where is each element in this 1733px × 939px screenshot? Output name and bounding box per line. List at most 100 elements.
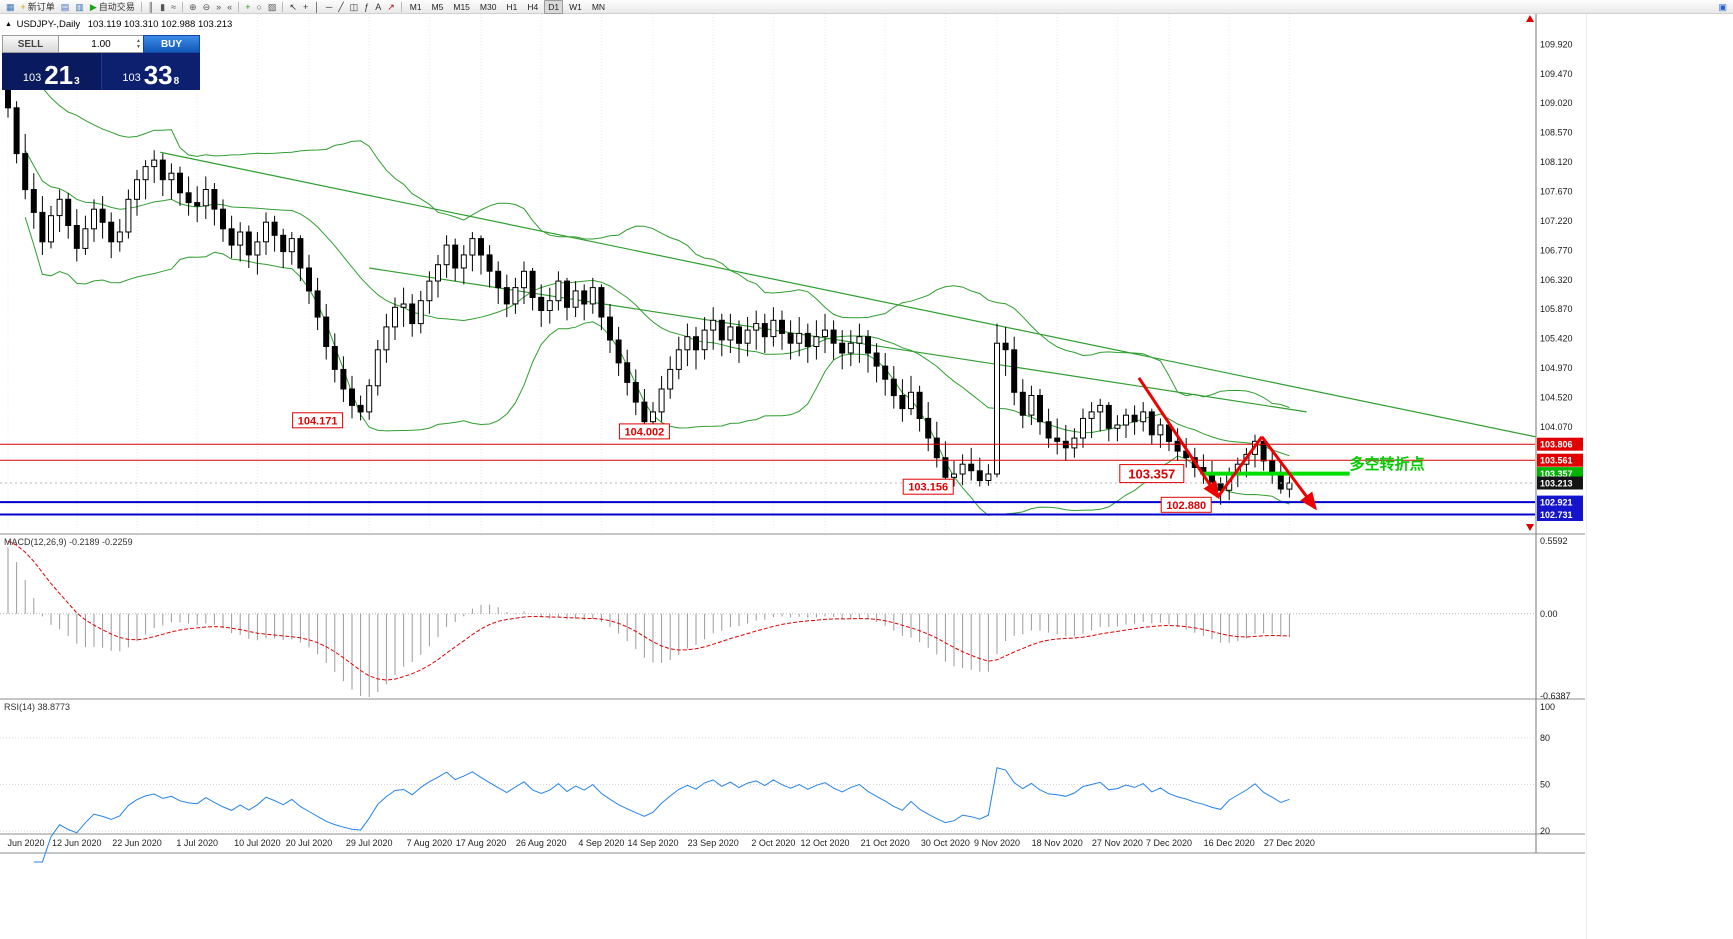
timeframe-m1-button[interactable]: M1 [409,1,422,12]
chart-shift-button-icon: « [227,1,233,12]
horizontal-line-button-icon: ─ [325,1,333,12]
buy-button[interactable]: BUY [143,35,200,53]
date-axis-label: 20 Jul 2020 [286,838,333,848]
right-panel-empty [1586,14,1733,939]
timeframe-m5-button[interactable]: M5 [431,1,444,12]
timeframe-mn-button[interactable]: MN [591,1,606,12]
timeframe-h4-button[interactable]: H4 [527,1,539,12]
profiles-button[interactable]: ▤ [58,1,73,13]
price-tag-103.561: 103.561 [1537,453,1583,467]
sell-price-big: 21 [44,60,74,90]
volume-down-icon[interactable]: ▼ [136,44,141,50]
svg-text:103.561: 103.561 [1540,456,1573,466]
crosshair-button[interactable]: + [300,1,311,13]
svg-text:103.806: 103.806 [1540,440,1573,450]
rsi-scale-label: 50 [1540,780,1550,790]
timeframe-m30-button[interactable]: M30 [479,1,497,12]
price-label-104.171[interactable]: 104.171 [292,412,344,429]
sell-button[interactable]: SELL [2,35,59,53]
channel-button-icon: ◫ [349,1,359,12]
timeframe-m15-button[interactable]: M15 [453,1,470,12]
text-button[interactable]: A [372,1,384,13]
buy-price-prefix: 103 [122,72,141,84]
volume-input[interactable]: 1.00 ▲ ▼ [59,35,143,53]
auto-scroll-button-icon: » [216,1,222,12]
trendline-2[interactable] [369,267,1307,413]
docking-button[interactable]: ▣ [1715,1,1730,13]
date-axis-label: 10 Jul 2020 [234,838,281,848]
svg-text:103.357: 103.357 [1128,467,1175,482]
fibonacci-button-icon: ƒ [364,1,370,12]
zoom-out-button[interactable]: ⊖ [200,1,214,13]
indicators-button[interactable]: + [242,1,253,13]
candlestick-chart-button-icon: ▮ [160,1,166,12]
zoom-in-button[interactable]: ⊕ [186,1,200,13]
chart-shift-button[interactable]: « [224,1,235,13]
bid-ask-prices: 103 21 3 103 33 8 [2,53,200,90]
horizontal-line-button[interactable]: ─ [323,1,335,13]
rsi-scale-label: 80 [1540,733,1550,743]
zoom-in-button-icon: ⊕ [189,1,197,12]
sell-price[interactable]: 103 21 3 [2,53,101,90]
periods-button-icon: ○ [256,1,262,12]
rsi-scale-label: 100 [1540,702,1555,712]
date-axis-label: 21 Oct 2020 [861,838,910,848]
trendline-1[interactable] [160,151,1536,438]
arrows-button[interactable]: ↗ [384,1,398,13]
new-chart-button[interactable]: ▦ [3,1,18,13]
fibonacci-button[interactable]: ƒ [361,1,372,13]
date-axis-label: 12 Jun 2020 [52,838,102,848]
bollinger-upper-band [25,82,1290,408]
date-axis-label: Jun 2020 [7,838,44,848]
docking-button-icon: ▣ [1718,1,1727,12]
autotrading-button[interactable]: ▶ 自动交易 [87,1,138,13]
new-chart-button-icon: ▦ [6,1,15,12]
buy-price[interactable]: 103 33 8 [100,53,200,90]
price-label-103.156[interactable]: 103.156 [902,478,954,495]
toolbar-separator [400,1,402,12]
new-order-button[interactable]: + 新订单 [18,1,58,13]
trend-arrows[interactable] [1137,377,1317,511]
bar-chart-button[interactable]: ║ [145,1,157,13]
date-axis-label: 22 Jun 2020 [112,838,162,848]
price-label-104.002[interactable]: 104.002 [618,423,670,440]
periods-button[interactable]: ○ [253,1,264,13]
terminal-button[interactable]: ▥ [72,1,87,13]
timeframe-d1-button[interactable]: D1 [544,0,564,14]
price-label-103.357[interactable]: 103.357 [1119,464,1185,484]
candlestick-chart-button[interactable]: ▮ [157,1,168,13]
price-label-102.880[interactable]: 102.880 [1160,496,1212,513]
price-axis-label: 104.070 [1540,422,1573,432]
line-chart-button[interactable]: ≈ [168,1,179,13]
templates-button[interactable]: ▨ [265,1,280,13]
date-axis-label: 16 Dec 2020 [1204,838,1255,848]
date-axis-label: 27 Nov 2020 [1092,838,1143,848]
svg-text:103.357: 103.357 [1540,469,1573,479]
turning-point-text[interactable]: 多空转折点 [1350,455,1425,473]
cursor-button[interactable]: ↖ [286,1,300,13]
price-tag-103.213: 103.213 [1537,476,1583,490]
price-axis-label: 107.670 [1540,186,1573,196]
auto-scroll-button[interactable]: » [213,1,224,13]
timeframe-h1-button[interactable]: H1 [506,1,518,12]
price-tag-102.731: 102.731 [1537,508,1583,521]
date-axis-label: 12 Oct 2020 [800,838,849,848]
one-click-trading-panel: SELL 1.00 ▲ ▼ BUY 103 21 3 103 33 8 [2,35,200,90]
trendline-button[interactable]: ╱ [335,1,346,13]
chart-ohlc-header: ▲ USDJPY-,Daily 103.119 103.310 102.988 … [5,19,232,30]
vertical-line-button[interactable]: │ [311,1,323,13]
date-axis-label: 7 Aug 2020 [407,838,453,848]
volume-spinner[interactable]: ▲ ▼ [136,38,141,50]
date-axis-label: 26 Aug 2020 [516,838,567,848]
timeframe-w1-button[interactable]: W1 [569,1,582,12]
date-axis-label: 2 Oct 2020 [751,838,795,848]
channel-button[interactable]: ◫ [347,1,362,13]
date-axis-label: 17 Aug 2020 [456,838,507,848]
toolbar: ▦ + 新订单 ▤ ▥ ▶ 自动交易 ║ ▮ ≈ ⊕ ⊖» «+ ○ ▨ ↖ + │ ─ ╱ ◫ ƒ A ↗ M1 M5 M15 M3… [0,0,1733,14]
text-button-icon: A [375,1,382,12]
trendline-button-icon: ╱ [338,1,344,12]
trade-buttons-row: SELL 1.00 ▲ ▼ BUY [2,35,200,53]
volume-up-icon[interactable]: ▲ [136,38,141,44]
